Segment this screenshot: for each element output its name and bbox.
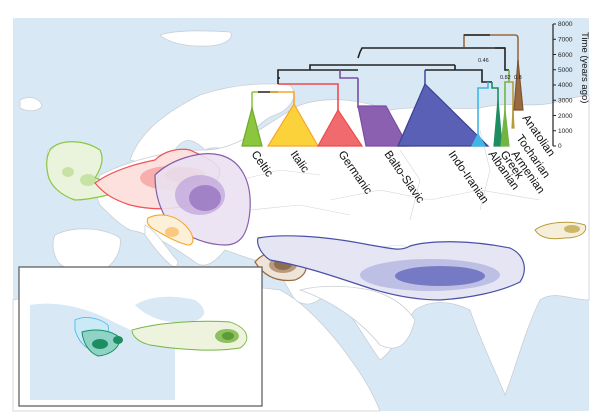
svg-text:4000: 4000 [558, 82, 573, 89]
svg-text:0: 0 [558, 143, 562, 150]
svg-text:0.82: 0.82 [500, 75, 511, 81]
triangle-italic [266, 102, 320, 147]
svg-text:1000: 1000 [558, 128, 573, 135]
inset-map [18, 266, 263, 407]
svg-text:6000: 6000 [558, 52, 573, 59]
triangle-armenian [500, 109, 510, 147]
svg-text:7000: 7000 [558, 37, 573, 44]
svg-text:0.8: 0.8 [514, 75, 522, 81]
svg-text:0.46: 0.46 [478, 58, 489, 64]
svg-text:3000: 3000 [558, 98, 573, 105]
triangle-greek [493, 99, 503, 147]
svg-text:8000: 8000 [558, 21, 573, 28]
time-axis: 0 1000 2000 3000 4000 5000 6000 7000 800… [552, 21, 590, 150]
triangle-anatolian [513, 59, 524, 111]
triangle-germanic [316, 108, 364, 147]
svg-text:5000: 5000 [558, 67, 573, 74]
triangle-tocharian [511, 109, 515, 129]
language-tree [251, 34, 519, 140]
region-indo-iranian [257, 235, 525, 301]
clade-triangles [241, 59, 524, 147]
triangle-celtic [241, 105, 263, 147]
svg-text:Time (years ago): Time (years ago) [579, 32, 590, 103]
triangle-albanian [471, 132, 487, 147]
support-values: 0.46 0.82 0.8 [478, 58, 522, 81]
region-tocharian [534, 221, 587, 240]
region-italic [146, 214, 194, 246]
triangle-indo-iranian [397, 82, 490, 147]
region-celtic [46, 141, 110, 201]
svg-text:2000: 2000 [558, 113, 573, 120]
